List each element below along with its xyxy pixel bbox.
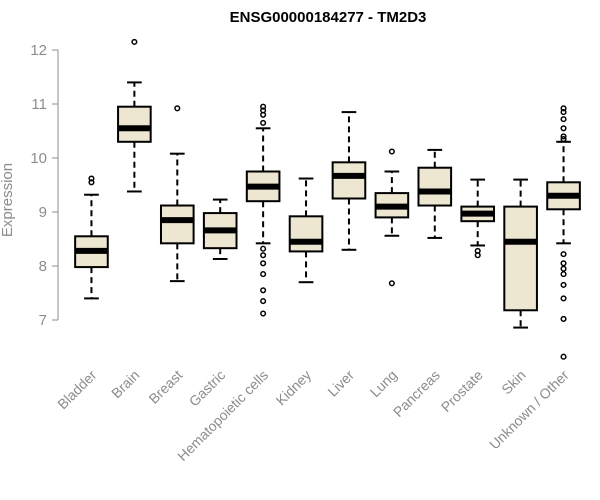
outlier-point <box>474 252 481 259</box>
outlier-point <box>131 38 138 45</box>
iqr-box <box>117 105 152 143</box>
outlier-point <box>560 265 567 272</box>
box-gastric <box>202 198 238 260</box>
box-pancreas <box>417 148 453 239</box>
outlier-point <box>560 116 567 123</box>
y-tick-label: 9 <box>39 204 47 221</box>
x-tick-label: Unknown / Other <box>486 367 572 453</box>
outlier-point <box>88 179 95 186</box>
outlier-point <box>388 148 395 155</box>
outlier-point <box>260 119 267 126</box>
outlier-point <box>174 105 181 112</box>
outlier-point <box>388 280 395 287</box>
x-tick-label: Pancreas <box>390 367 443 420</box>
box-prostate <box>460 178 496 259</box>
outlier-point <box>260 107 267 114</box>
outlier-point <box>260 252 267 259</box>
box-brain <box>117 38 152 193</box>
box-bladder <box>74 175 109 300</box>
x-tick-label: Breast <box>145 367 185 407</box>
chart-title: ENSG00000184277 - TM2D3 <box>230 9 427 26</box>
box-hematopoietic-cells <box>245 103 281 317</box>
y-axis-label: Expression <box>0 163 16 237</box>
outlier-point <box>560 295 567 302</box>
outlier-point <box>560 136 567 143</box>
x-tick-label: Brain <box>108 367 142 401</box>
x-tick-label: Liver <box>324 367 357 400</box>
outlier-point <box>560 353 567 360</box>
box-liver <box>331 111 367 251</box>
outlier-point <box>560 271 567 278</box>
x-tick-label: Gastric <box>186 367 229 410</box>
x-tick-label: Prostate <box>438 367 486 415</box>
outlier-point <box>260 287 267 294</box>
box-breast <box>159 105 195 283</box>
outlier-point <box>260 245 267 252</box>
box-skin <box>503 178 538 329</box>
outlier-point <box>260 271 267 278</box>
y-tick-label: 7 <box>39 312 47 329</box>
y-tick-label: 12 <box>30 42 47 59</box>
outlier-point <box>260 298 267 305</box>
outlier-point <box>260 260 267 267</box>
x-tick-label: Kidney <box>273 367 315 409</box>
iqr-box <box>331 161 367 200</box>
y-axis: 7 8 9 10 11 12 <box>30 42 59 329</box>
box-lung <box>374 148 410 287</box>
outlier-point <box>560 109 567 116</box>
outlier-point <box>560 260 567 267</box>
box-unknown-other <box>546 105 581 360</box>
outlier-point <box>560 315 567 322</box>
x-tick-label: Bladder <box>54 367 100 413</box>
outlier-point <box>560 133 567 140</box>
iqr-box <box>503 205 538 312</box>
outlier-point <box>260 103 267 110</box>
iqr-box <box>288 215 324 253</box>
x-tick-label: Lung <box>367 367 400 400</box>
outlier-point <box>560 251 567 258</box>
outlier-point <box>260 310 267 317</box>
x-tick-label: Skin <box>498 367 529 398</box>
outlier-point <box>560 125 567 132</box>
box-series <box>74 38 581 360</box>
iqr-box <box>159 204 195 245</box>
outlier-point <box>88 175 95 182</box>
y-tick-label: 10 <box>30 150 47 167</box>
outlier-point <box>560 281 567 288</box>
y-tick-label: 8 <box>39 258 47 275</box>
box-kidney <box>288 177 324 284</box>
outlier-point <box>560 105 567 112</box>
iqr-box <box>417 166 453 207</box>
y-tick-label: 11 <box>31 96 47 113</box>
